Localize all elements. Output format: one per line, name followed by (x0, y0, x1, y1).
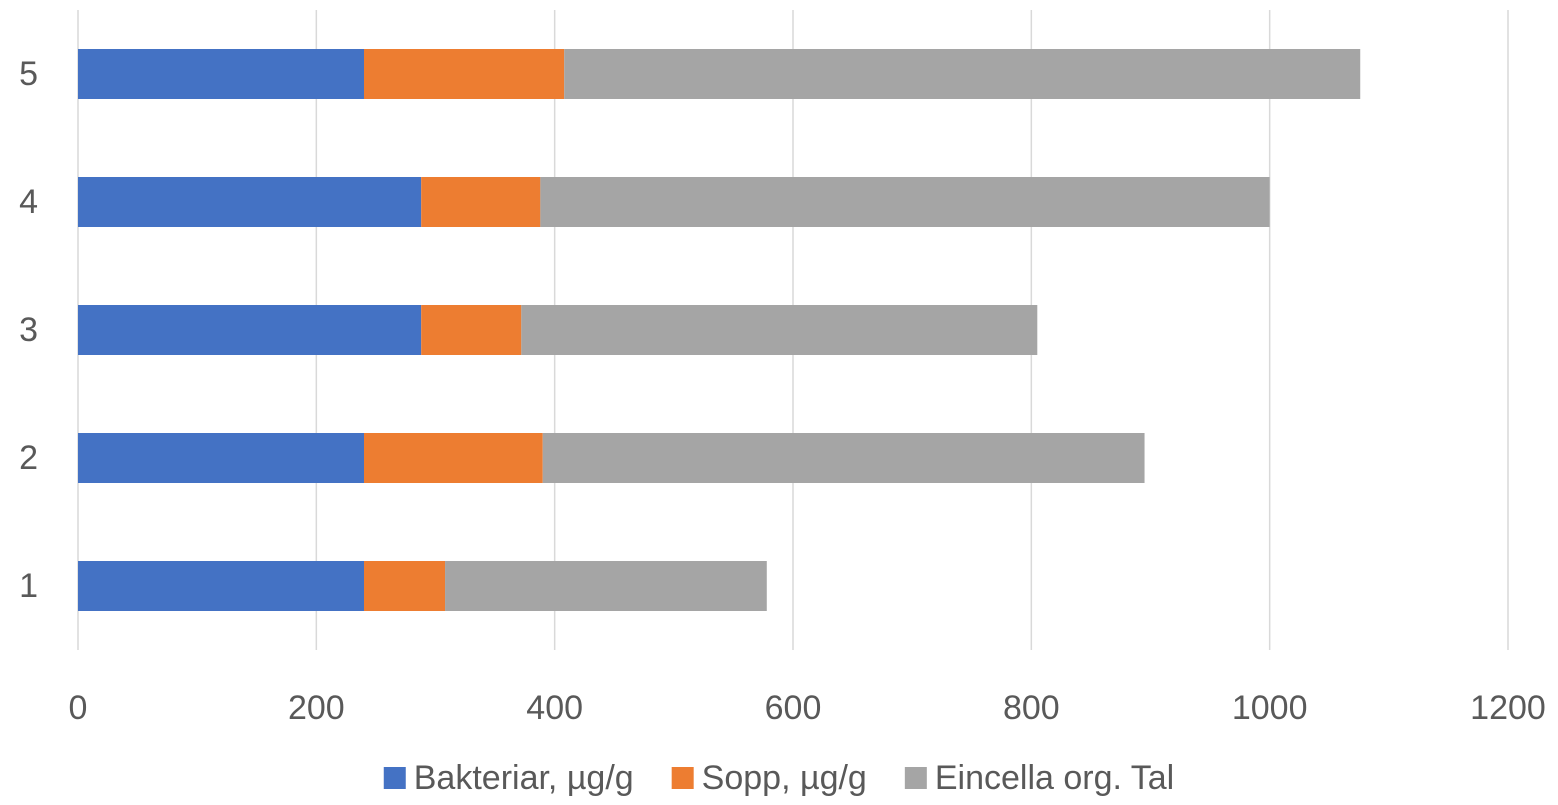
x-tick-label-0: 0 (69, 689, 88, 727)
bar-5-series-3 (564, 49, 1361, 99)
bar-2-series-2 (364, 433, 543, 483)
bar-5-series-2 (364, 49, 565, 99)
y-tick-label-4: 4 (19, 183, 38, 221)
bar-3-series-3 (521, 305, 1038, 355)
legend-item-3: Eincella org. Tal (904, 759, 1174, 797)
bars (78, 49, 1361, 611)
y-tick-label-2: 2 (19, 439, 38, 477)
legend-swatch-1 (383, 767, 406, 789)
legend-label-3: Eincella org. Tal (935, 759, 1174, 797)
legend-swatch-3 (904, 767, 927, 789)
y-tick-label-1: 1 (19, 567, 38, 605)
x-tick-label-200: 200 (288, 689, 345, 727)
x-tick-label-800: 800 (1003, 689, 1060, 727)
legend-item-2: Sopp, µg/g (671, 759, 867, 797)
bar-1-series-1 (78, 561, 364, 611)
bar-4-series-2 (421, 177, 541, 227)
x-tick-label-600: 600 (765, 689, 822, 727)
bar-1-series-2 (364, 561, 446, 611)
bar-4-series-3 (540, 177, 1270, 227)
x-tick-label-400: 400 (526, 689, 583, 727)
y-tick-label-5: 5 (19, 55, 38, 93)
y-tick-label-3: 3 (19, 311, 38, 349)
x-tick-label-1200: 1200 (1470, 689, 1546, 727)
legend: Bakteriar, µg/g Sopp, µg/g Eincella org. T… (383, 759, 1174, 797)
bar-1-series-3 (445, 561, 767, 611)
x-tick-label-1000: 1000 (1232, 689, 1308, 727)
legend-label-2: Sopp, µg/g (702, 759, 867, 797)
legend-label-1: Bakteriar, µg/g (414, 759, 634, 797)
bar-2-series-3 (542, 433, 1145, 483)
legend-swatch-2 (671, 767, 694, 789)
bar-4-series-1 (78, 177, 422, 227)
bar-2-series-1 (78, 433, 364, 483)
bar-3-series-2 (421, 305, 522, 355)
bar-3-series-1 (78, 305, 422, 355)
y-tick-labels: 1 2 3 4 5 (19, 55, 38, 605)
bar-5-series-1 (78, 49, 364, 99)
legend-item-1: Bakteriar, µg/g (383, 759, 634, 797)
x-tick-labels: 0 200 400 600 800 1000 1200 (69, 689, 1546, 727)
